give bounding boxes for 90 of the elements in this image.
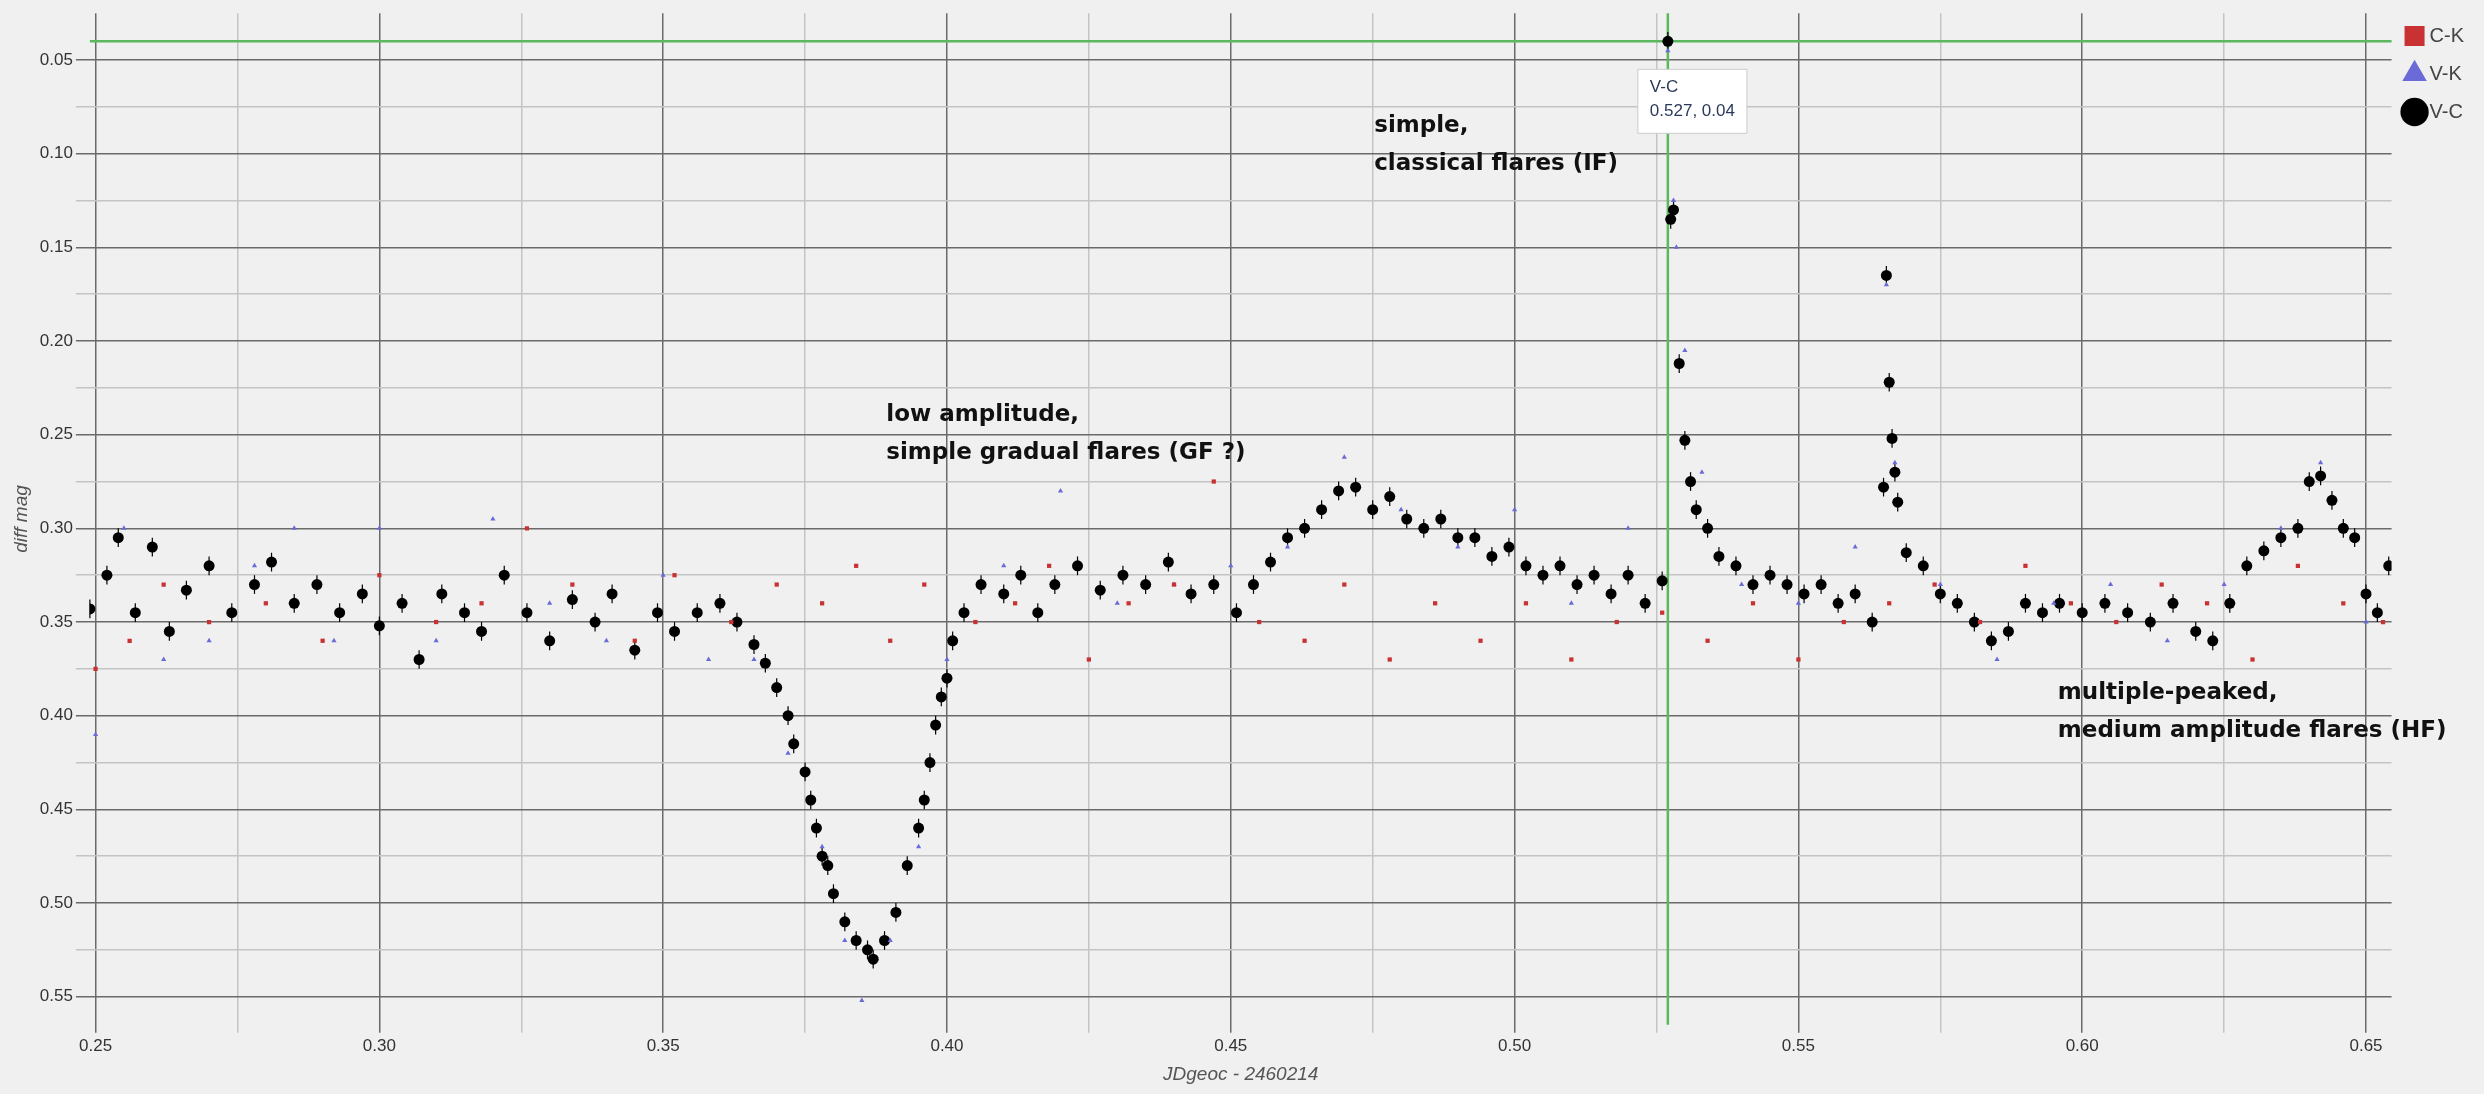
x-tick-label: 0.65 (2349, 1035, 2383, 1055)
point (1478, 638, 1483, 643)
point (842, 937, 848, 942)
point (2318, 459, 2324, 465)
y-tick-label: 0.45 (39, 799, 73, 819)
point (2221, 581, 2227, 587)
y-axis-title: diff mag (9, 484, 31, 553)
point (2278, 525, 2284, 530)
y-tick-label: 0.15 (39, 237, 73, 257)
y-tick-label: 0.55 (39, 986, 73, 1006)
point (1670, 197, 1677, 203)
point (1739, 581, 1745, 587)
point (127, 638, 132, 643)
point (2051, 600, 2057, 605)
point (1455, 544, 1461, 549)
legend-label: C-K (2429, 23, 2465, 46)
x-tick-label: 0.45 (1214, 1035, 1248, 1055)
point (1852, 544, 1858, 549)
y-tick-label: 0.20 (39, 330, 73, 350)
point (1568, 600, 1574, 605)
point (1398, 506, 1404, 512)
point (1284, 544, 1291, 549)
point (774, 582, 779, 587)
point (1569, 657, 1574, 662)
x-axis-title: JDgeoc - 2460214 (1162, 1062, 1319, 1084)
point (121, 525, 127, 530)
point (1086, 657, 1092, 662)
point (672, 573, 677, 578)
point (161, 582, 166, 587)
point (206, 637, 212, 643)
point (751, 656, 757, 661)
point (320, 638, 325, 643)
point (1302, 638, 1307, 643)
point (1341, 454, 1347, 459)
y-tick-label: 0.05 (39, 49, 73, 69)
x-tick-label: 0.60 (2065, 1035, 2099, 1055)
point (1342, 582, 1347, 587)
point (490, 516, 496, 521)
point (1699, 469, 1705, 474)
y-tick-label: 0.50 (39, 892, 73, 912)
y-tick-label: 0.25 (39, 424, 73, 444)
point (1705, 638, 1710, 643)
point (2363, 619, 2369, 624)
point (2250, 657, 2255, 662)
x-tick-label: 0.30 (362, 1035, 396, 1055)
y-tick-label: 0.30 (39, 518, 73, 538)
point (92, 731, 99, 736)
point (570, 582, 575, 587)
point (479, 601, 484, 606)
point (922, 582, 927, 587)
legend-label: V-K (2429, 61, 2463, 84)
x-tick-label: 0.40 (930, 1035, 964, 1055)
annotation: V-C 0.527, 0.04 (1649, 77, 1735, 121)
point (291, 525, 297, 530)
point (2107, 581, 2114, 587)
point (1932, 582, 1937, 587)
y-tick-label: 0.40 (39, 705, 73, 725)
point (859, 997, 865, 1002)
point (705, 656, 712, 661)
point (887, 937, 893, 942)
point (1114, 600, 1120, 605)
y-tick-label: 0.35 (39, 611, 73, 631)
point (1682, 347, 1688, 352)
point (916, 843, 922, 849)
legend-label: V-C (2429, 99, 2463, 122)
point (1387, 657, 1392, 662)
point (93, 666, 98, 671)
point (785, 750, 791, 755)
point (660, 572, 666, 577)
x-tick-label: 0.35 (646, 1035, 680, 1055)
y-tick-label: 0.10 (39, 143, 73, 163)
point (161, 656, 167, 661)
x-tick-label: 0.25 (79, 1035, 113, 1055)
point (603, 637, 610, 643)
point (944, 656, 950, 661)
point (1795, 600, 1801, 605)
point (2159, 582, 2164, 587)
point (1126, 601, 1131, 606)
x-tick-label: 0.50 (1498, 1035, 1532, 1055)
point (1512, 506, 1518, 512)
point (1994, 656, 2000, 661)
point (1211, 479, 1216, 484)
point (1625, 525, 1631, 530)
point (376, 525, 382, 530)
point (1937, 581, 1943, 587)
point (1796, 657, 1801, 662)
point (2023, 563, 2028, 568)
x-tick-label: 0.55 (1781, 1035, 1815, 1055)
point (547, 600, 553, 605)
point (1673, 244, 1679, 249)
